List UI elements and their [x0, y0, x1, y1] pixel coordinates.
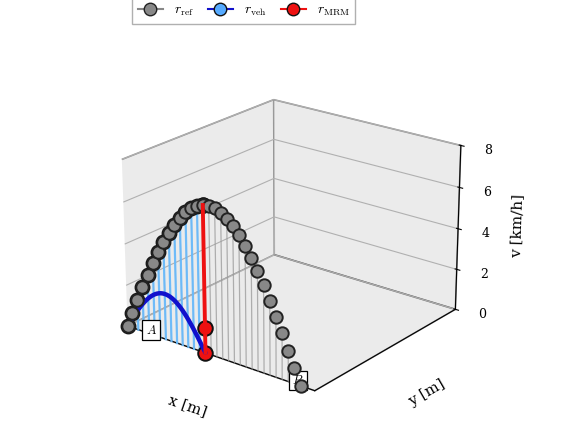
Y-axis label: y [m]: y [m] [406, 377, 447, 409]
Legend: $r_{\rm ref}$, $r_{\rm veh}$, $r_{\rm MRM}$: $r_{\rm ref}$, $r_{\rm veh}$, $r_{\rm MR… [132, 0, 355, 24]
X-axis label: x [m]: x [m] [166, 393, 209, 419]
